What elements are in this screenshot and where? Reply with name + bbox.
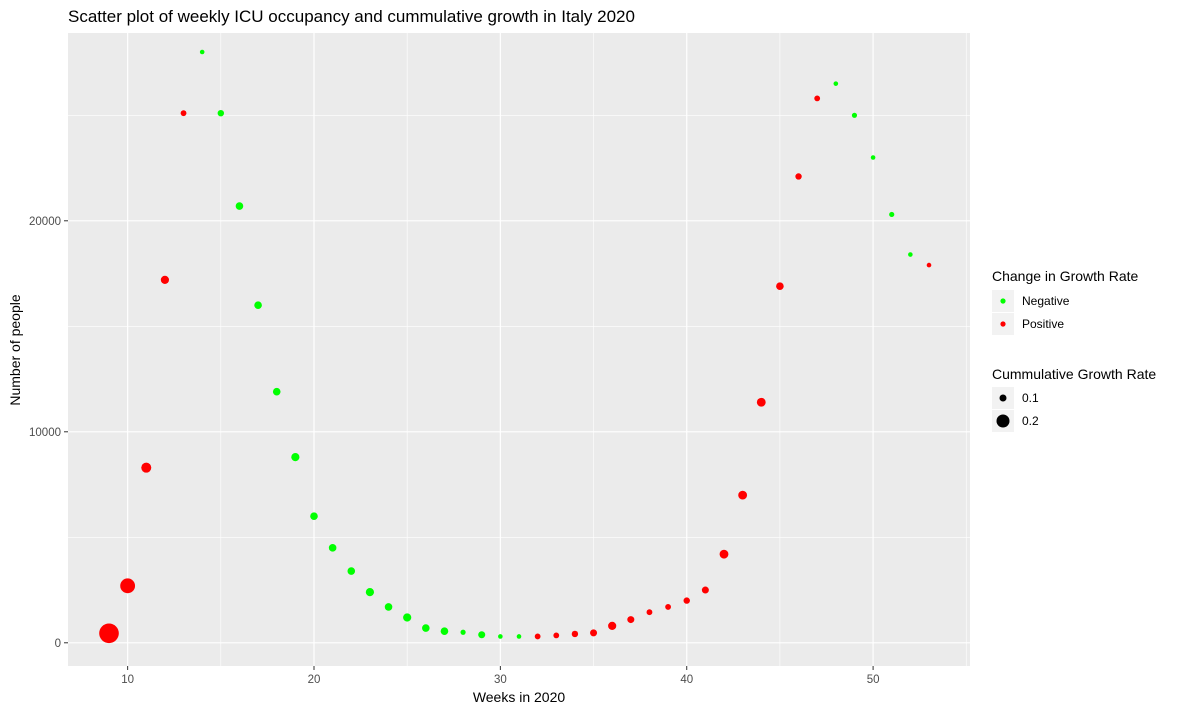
data-point: [516, 634, 522, 639]
data-point: [627, 616, 635, 624]
data-point: [926, 262, 932, 268]
data-point: [908, 252, 913, 257]
plot-panel: [68, 33, 970, 666]
size-legend-title: Cummulative Growth Rate: [992, 366, 1156, 382]
x-tick-label: 50: [867, 674, 880, 686]
legend-size-label: 0.1: [1022, 391, 1039, 405]
data-point: [440, 627, 449, 635]
data-point: [571, 630, 579, 638]
x-tick-label: 40: [680, 674, 693, 686]
legend-size-label: 0.2: [1022, 414, 1039, 428]
data-point: [291, 453, 300, 462]
data-point: [553, 632, 560, 639]
data-point: [235, 202, 244, 210]
data-point: [738, 490, 748, 500]
data-point: [795, 173, 802, 180]
minor-gridlines: [68, 33, 970, 666]
data-point: [608, 621, 617, 631]
y-axis-ticks: 0 10000 20000: [29, 216, 68, 650]
y-axis-title: Number of people: [7, 294, 23, 406]
data-point: [814, 95, 821, 102]
data-point: [384, 603, 393, 611]
data-point: [534, 633, 541, 640]
data-point: [403, 613, 412, 622]
data-point: [756, 397, 766, 407]
x-tick-label: 10: [121, 674, 134, 686]
data-point: [683, 597, 690, 604]
data-point: [310, 512, 318, 520]
data-point: [272, 387, 281, 396]
data-point: [180, 110, 187, 117]
data-point: [719, 549, 729, 559]
data-point: [889, 211, 895, 218]
data-point: [478, 631, 486, 639]
data-point: [254, 301, 262, 309]
legend-size-key: [996, 414, 1010, 428]
major-gridlines: [68, 33, 970, 666]
data-point: [328, 544, 337, 552]
chart-title: Scatter plot of weekly ICU occupancy and…: [68, 7, 635, 26]
data-point: [422, 624, 430, 632]
data-point: [99, 623, 119, 644]
data-point: [776, 282, 784, 291]
data-point: [141, 462, 152, 473]
y-tick-label: 20000: [29, 216, 61, 228]
data-point: [120, 578, 136, 594]
data-point: [199, 49, 205, 55]
data-point: [217, 109, 225, 117]
data-point: [833, 81, 839, 86]
x-axis-ticks: 10 20 30 40 50: [121, 666, 879, 686]
data-points: [99, 49, 932, 644]
y-tick-label: 0: [55, 638, 61, 650]
data-point: [701, 586, 709, 594]
data-point: [646, 609, 653, 616]
data-point: [365, 588, 375, 597]
data-point: [347, 567, 356, 575]
color-legend: Change in Growth Rate Negative Positive: [992, 268, 1139, 335]
data-point: [498, 634, 503, 639]
legend-size-key: [999, 394, 1007, 402]
data-point: [851, 112, 858, 118]
data-point: [160, 275, 170, 284]
legend-label-negative: Negative: [1022, 294, 1070, 308]
x-tick-label: 30: [494, 674, 507, 686]
x-axis-title: Weeks in 2020: [473, 689, 566, 705]
panel-background: [68, 33, 970, 666]
data-point: [460, 629, 466, 635]
legend-key-positive: [1000, 321, 1006, 327]
x-tick-label: 20: [308, 674, 321, 686]
y-tick-label: 10000: [29, 427, 61, 439]
data-point: [665, 604, 671, 610]
size-legend: Cummulative Growth Rate 0.1 0.2: [992, 366, 1156, 432]
data-point: [870, 155, 876, 160]
legend-label-positive: Positive: [1022, 317, 1064, 331]
legend-key-negative: [1000, 298, 1006, 304]
data-point: [590, 629, 598, 637]
color-legend-title: Change in Growth Rate: [992, 268, 1139, 284]
